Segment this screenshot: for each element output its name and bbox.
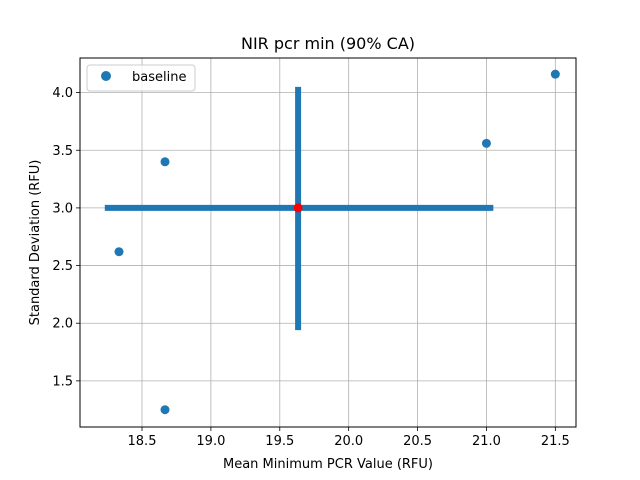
y-tick-label: 2.5	[52, 259, 73, 274]
data-point	[481, 138, 491, 148]
x-tick-label: 21.5	[541, 434, 570, 449]
plot-frame	[79, 57, 577, 428]
x-tick-label: 20.5	[403, 434, 432, 449]
x-tick-label: 20.0	[334, 434, 363, 449]
y-tick-label: 3.0	[52, 201, 73, 216]
x-tick-label: 19.5	[265, 434, 294, 449]
data-point	[160, 157, 170, 167]
data-point	[550, 69, 560, 79]
y-tick-label: 3.5	[52, 144, 73, 159]
data-marks	[104, 69, 560, 415]
y-tick-label: 4.0	[52, 86, 73, 101]
x-tick-label: 21.0	[472, 434, 501, 449]
legend-marker	[101, 71, 111, 81]
y-tick-label: 2.0	[52, 317, 73, 332]
legend-box	[86, 64, 196, 92]
data-point	[114, 247, 124, 257]
legend-label-baseline: baseline	[132, 70, 186, 85]
axis-ticks: 18.5 19.0 19.5 20.0 20.5 21.0 21.5 1.5 2.0 2.5 3.0…	[52, 86, 569, 449]
y-axis-label: Standard Deviation (RFU)	[28, 160, 43, 326]
x-tick-label: 19.0	[196, 434, 225, 449]
mean-point	[293, 203, 303, 213]
x-axis-label: Mean Minimum PCR Value (RFU)	[223, 457, 433, 472]
legend: baseline	[86, 64, 196, 92]
x-tick-label: 18.5	[128, 434, 157, 449]
y-tick-label: 1.5	[52, 374, 73, 389]
data-point	[160, 405, 170, 415]
chart-title: NIR pcr min (90% CA)	[241, 34, 415, 53]
